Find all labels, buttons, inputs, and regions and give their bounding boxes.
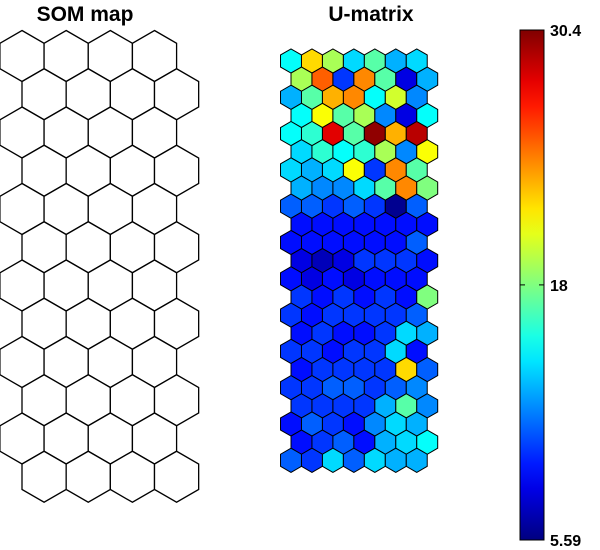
u-matrix-grid — [280, 48, 439, 473]
u-matrix-title: U-matrix — [328, 3, 414, 26]
colorbar: 30.4 18 5.59 — [519, 23, 581, 550]
colorbar-tick-label: 18 — [550, 278, 568, 295]
colorbar-tick-label: 30.4 — [550, 23, 581, 40]
som-map-grid — [0, 29, 200, 504]
colorbar-tick-label: 5.59 — [550, 533, 581, 550]
u-matrix-cell — [405, 447, 428, 473]
som-hex-cell — [153, 450, 200, 504]
som-map-title: SOM map — [37, 3, 134, 26]
colorbar-ticks: 30.4 18 5.59 — [520, 23, 581, 550]
